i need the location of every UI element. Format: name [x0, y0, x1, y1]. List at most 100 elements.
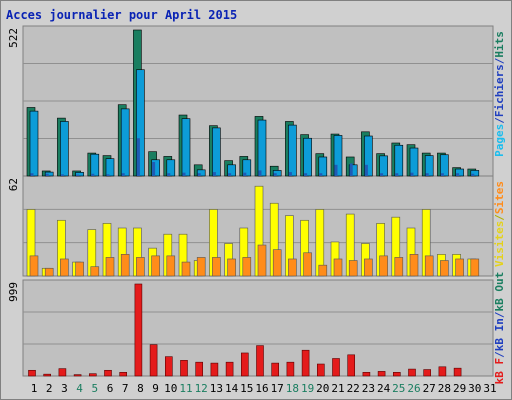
x-tick-label: 31 — [483, 382, 496, 395]
pages-bar — [121, 173, 125, 176]
sites-bar — [455, 258, 464, 277]
x-tick-label: 29 — [453, 382, 466, 395]
x-tick-label: 23 — [362, 382, 375, 395]
fichiers-bar — [44, 171, 54, 177]
kb-bar — [165, 356, 173, 377]
x-tick-label: 8 — [137, 382, 144, 395]
x-tick-label: 6 — [107, 382, 114, 395]
sites-bar — [424, 255, 434, 277]
pages-bar — [91, 173, 95, 176]
fichiers-bar — [242, 159, 252, 177]
sites-bar — [333, 258, 343, 277]
x-tick-label: 2 — [46, 382, 53, 395]
fichiers-bar — [120, 108, 130, 177]
sites-bar — [394, 257, 404, 277]
legend-entry: Visites — [493, 221, 506, 267]
fichiers-bar — [227, 164, 236, 177]
x-tick-label: 15 — [240, 382, 253, 395]
kb-bar — [134, 283, 143, 377]
legend-kb: kB F/kB In/kB Out — [493, 272, 506, 385]
x-tick-label: 10 — [164, 382, 177, 395]
fichiers-bar — [212, 127, 221, 177]
x-tick-label: 14 — [225, 382, 239, 395]
sites-bar — [348, 260, 358, 277]
sites-bar — [75, 261, 84, 277]
kb-bar — [119, 372, 127, 377]
sites-bar — [90, 266, 100, 277]
pages-bar — [349, 163, 353, 176]
pages-bar — [228, 173, 232, 176]
kb-bar — [73, 374, 82, 377]
fichiers-bar — [440, 154, 449, 177]
x-tick-label: 19 — [301, 382, 314, 395]
fichiers-bar — [60, 121, 69, 177]
legend-entry: / — [493, 57, 506, 64]
sites-bar — [105, 257, 115, 277]
pages-bar — [30, 173, 34, 176]
x-tick-label: 22 — [347, 382, 360, 395]
pages-bar — [334, 164, 338, 176]
kb-bar — [43, 373, 52, 377]
pages-bar — [440, 173, 444, 176]
sites-bar — [227, 258, 236, 277]
x-tick-label: 21 — [331, 382, 344, 395]
legend-entry: / — [493, 311, 506, 318]
sites-bar — [44, 267, 54, 277]
kb-bar — [149, 344, 158, 377]
sites-bar — [120, 254, 130, 277]
fichiers-bar — [90, 153, 100, 177]
y-max-label: 522 — [7, 28, 20, 48]
sites-bar — [166, 255, 176, 277]
sites-bar — [288, 258, 297, 277]
pages-bar — [380, 173, 384, 176]
x-tick-label: 3 — [61, 382, 68, 395]
kb-bar — [377, 371, 386, 377]
kb-bar — [89, 373, 97, 377]
pages-bar — [106, 174, 110, 176]
y-max-label: 62 — [7, 178, 20, 191]
fichiers-bar — [333, 135, 343, 177]
kb-bar — [316, 363, 325, 377]
kb-bar — [104, 369, 112, 377]
fichiers-bar — [181, 118, 191, 177]
sites-bar — [379, 255, 388, 277]
pages-bar — [76, 174, 80, 176]
pages-bar — [410, 172, 414, 176]
pages-bar — [395, 173, 399, 176]
fichiers-bar — [105, 158, 115, 177]
fichiers-bar — [379, 155, 388, 177]
kb-bar — [332, 358, 340, 377]
fichiers-bar — [151, 159, 160, 177]
pages-bar — [167, 173, 171, 176]
sites-bar — [242, 257, 252, 277]
fichiers-bar — [272, 170, 282, 177]
kb-bar — [241, 352, 249, 377]
x-tick-label: 16 — [255, 382, 268, 395]
fichiers-bar — [424, 155, 434, 177]
kb-bar — [408, 368, 416, 377]
pages-bar — [136, 138, 140, 176]
pages-bar — [243, 172, 247, 176]
fichiers-bar — [364, 135, 373, 177]
fichiers-bar — [29, 110, 39, 177]
fichiers-bar — [166, 159, 176, 177]
kb-bar — [301, 349, 310, 377]
legend-entry: / — [493, 117, 506, 124]
fichiers-bar — [394, 144, 404, 177]
fichiers-bar — [288, 124, 297, 177]
kb-bar — [180, 360, 188, 377]
x-tick-label: 9 — [152, 382, 159, 395]
legend-entry: kB In — [493, 318, 506, 351]
sites-bar — [181, 261, 191, 277]
fichiers-bar — [136, 69, 145, 177]
chart-title: Acces journalier pour April 2015 — [6, 8, 238, 22]
y-max-label: 999 — [7, 282, 20, 302]
x-tick-label: 18 — [286, 382, 299, 395]
kb-bar — [286, 361, 295, 377]
legend-entry: Sites — [493, 181, 506, 214]
x-tick-label: 7 — [122, 382, 129, 395]
legend-hits: Pages/Fichiers/Hits — [493, 31, 506, 157]
legend-entry: / — [493, 351, 506, 358]
kb-bar — [58, 368, 67, 377]
